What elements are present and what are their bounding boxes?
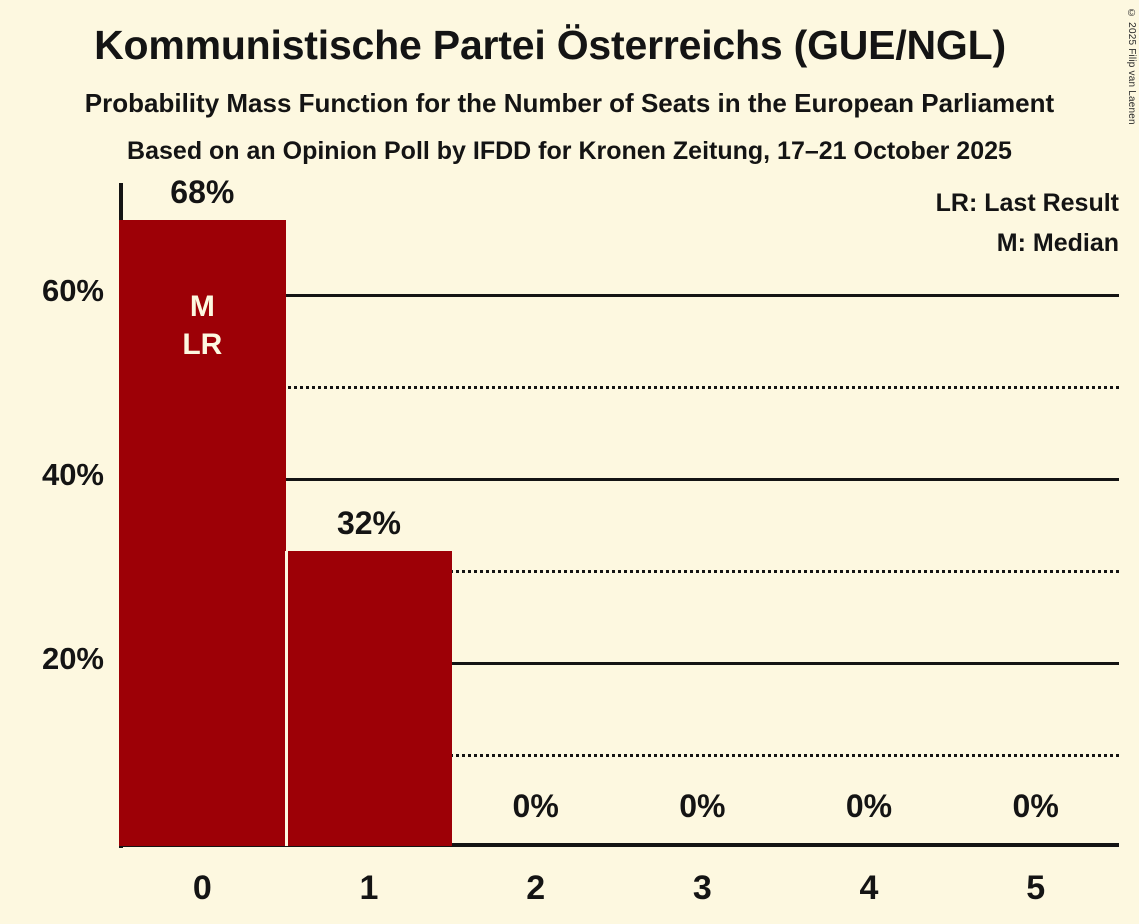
x-tick-label-5: 5: [1026, 869, 1046, 907]
y-tick-label-60: 60%: [41, 272, 104, 308]
gridline-major-40: [119, 477, 1119, 481]
median-marker: M: [189, 289, 215, 323]
copyright-notice: © 2025 Filip van Laenen: [1126, 8, 1137, 125]
bar-value-label-0: 68%: [170, 173, 235, 210]
gridline-major-20: [119, 661, 1119, 665]
chart-legend: LR: Last Result M: Median: [936, 183, 1119, 263]
chart-source-line: Based on an Opinion Poll by IFDD for Kro…: [127, 137, 1012, 165]
plot-area: 68% 32% 0% 0% 0% 0% M LR: [119, 174, 1119, 846]
gridline-major-60: [119, 293, 1119, 297]
x-tick-label-4: 4: [859, 869, 879, 907]
legend-item-median: M: Median: [996, 229, 1119, 257]
y-tick-label-20: 20%: [41, 640, 104, 676]
x-tick-label-0: 0: [192, 869, 212, 907]
gridline-minor-50: [119, 385, 1119, 389]
page-title: Kommunistische Partei Österreichs (GUE/N…: [94, 22, 1006, 68]
bar-seats-1: [285, 551, 453, 846]
bar-value-label-2: 0%: [512, 788, 559, 824]
gridline-minor-10: [119, 753, 1119, 757]
x-tick-label-1: 1: [359, 869, 379, 907]
bar-annotation-0: M LR: [119, 288, 286, 364]
x-tick-label-2: 2: [526, 869, 546, 907]
bar-seats-0: [119, 219, 286, 846]
x-tick-label-3: 3: [692, 869, 712, 907]
y-tick-label-40: 40%: [41, 456, 104, 492]
gridline-minor-30: [119, 569, 1119, 573]
bar-value-label-1: 32%: [336, 505, 401, 542]
bar-value-label-4: 0%: [845, 788, 893, 824]
bar-separator-1: [284, 551, 288, 846]
bar-value-label-3: 0%: [679, 788, 726, 824]
last-result-marker: LR: [182, 327, 223, 361]
legend-item-last-result: LR: Last Result: [935, 189, 1119, 217]
x-axis-line: [119, 843, 1119, 847]
bar-value-label-5: 0%: [1012, 788, 1059, 824]
chart-subtitle: Probability Mass Function for the Number…: [84, 88, 1055, 118]
